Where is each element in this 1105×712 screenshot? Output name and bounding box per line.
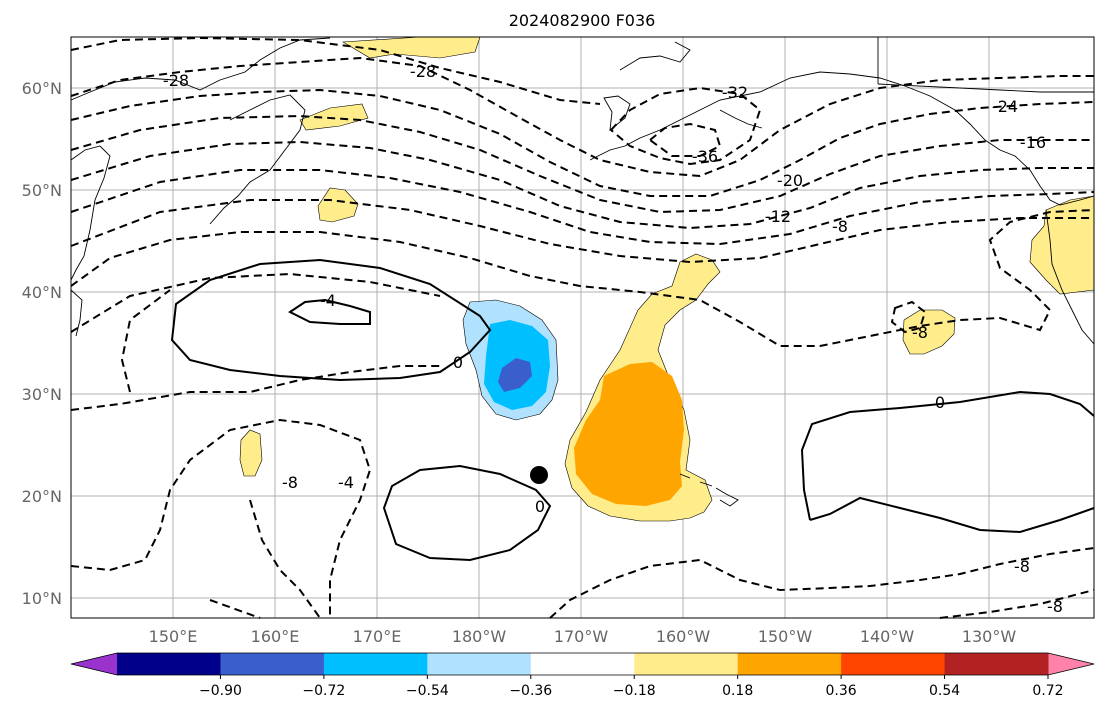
contour-label: -32 — [722, 83, 748, 102]
map-title: 2024082900 F036 — [509, 11, 656, 30]
contour-line — [70, 114, 1094, 214]
colorbar-tick-label: 0.72 — [1032, 683, 1063, 699]
lon-label: 160°E — [251, 627, 300, 646]
lat-label: 30°N — [22, 385, 62, 404]
contour-line — [70, 56, 1094, 178]
contour-line — [70, 272, 441, 333]
contour-line — [249, 499, 321, 619]
shaded-anomalies — [239, 36, 1095, 522]
colorbar-tick-label: −0.36 — [509, 683, 552, 699]
lat-label: 40°N — [22, 283, 62, 302]
positive-anomaly-light — [239, 429, 263, 477]
storm-position-marker — [530, 466, 548, 484]
lon-label: 170°E — [353, 627, 402, 646]
contour-label: -4 — [338, 473, 354, 492]
colorbar-segment — [530, 653, 635, 675]
contour-label: -8 — [1014, 557, 1030, 576]
map-panel: -28 -28 -32 -36 -24 -16 -20 -12 -8 -4 0 … — [70, 36, 1095, 619]
colorbar-segment — [323, 653, 428, 675]
lon-label: 160°W — [656, 627, 711, 646]
colorbar-tick-label: −0.18 — [613, 683, 656, 699]
contour-line — [800, 390, 1095, 521]
contour-label: 0 — [535, 497, 545, 516]
contour-label: -8 — [1047, 597, 1063, 616]
colorbar-extend-right — [1048, 653, 1094, 675]
positive-anomaly-mid — [574, 362, 684, 506]
colorbar-tick-label: 0.54 — [929, 683, 960, 699]
contour-line — [549, 547, 1095, 619]
zero-contours — [170, 258, 1095, 562]
lon-label: 140°W — [860, 627, 915, 646]
lon-label: 180°W — [452, 627, 507, 646]
contour-label: -16 — [1020, 133, 1046, 152]
positive-anomaly-light — [902, 309, 956, 355]
colorbar-segment — [737, 653, 842, 675]
contour-label: -12 — [765, 207, 791, 226]
colorbar-segments — [117, 653, 1049, 675]
contour-line — [809, 496, 1095, 534]
contour-line — [288, 298, 371, 325]
contour-label: 0 — [453, 353, 463, 372]
contour-label: -20 — [777, 171, 803, 190]
positive-anomaly-light — [299, 103, 369, 131]
contour-labels: -28 -28 -32 -36 -24 -16 -20 -12 -8 -4 0 … — [163, 62, 1063, 616]
colorbar-segment — [634, 653, 739, 675]
contour-line — [890, 300, 927, 334]
contour-label: -36 — [692, 147, 718, 166]
lon-label: 150°E — [149, 627, 198, 646]
colorbar-segment — [841, 653, 946, 675]
contour-label: -28 — [410, 62, 436, 81]
contour-label: -8 — [832, 217, 848, 236]
lat-label: 20°N — [22, 487, 62, 506]
contour-line — [382, 464, 552, 562]
colorbar-tick-label: 0.36 — [826, 683, 857, 699]
positive-anomaly-light — [1029, 195, 1095, 295]
colorbar-tick-label: −0.90 — [199, 683, 242, 699]
contour-line — [209, 599, 261, 619]
colorbar-tick-label: −0.72 — [302, 683, 345, 699]
contour-line — [70, 209, 1095, 347]
contour-label: -8 — [282, 473, 298, 492]
contour-label: -28 — [163, 71, 189, 90]
negative-anomaly-dark — [498, 358, 532, 392]
contour-line — [648, 122, 722, 157]
contour-line — [70, 169, 1095, 246]
colorbar-segment — [944, 653, 1049, 675]
lat-label: 10°N — [22, 589, 62, 608]
colorbar-outline — [70, 652, 1095, 676]
contour-line — [120, 289, 171, 393]
positive-anomaly-light — [317, 187, 359, 223]
contour-label: -8 — [912, 323, 928, 342]
contour-label: 0 — [935, 393, 945, 412]
colorbar-extend-left — [71, 653, 117, 675]
contour-line — [609, 86, 762, 166]
colorbar-segment — [117, 653, 221, 675]
coastlines — [70, 37, 1095, 507]
contour-line — [70, 140, 1094, 230]
latitude-labels: 60°N 50°N 40°N 30°N 20°N 10°N — [22, 79, 62, 608]
contour-line — [70, 199, 1094, 264]
lon-label: 150°W — [758, 627, 813, 646]
colorbar-ticks: −0.90 −0.72 −0.54 −0.36 −0.18 0.18 0.36 0.54 0.7… — [199, 675, 1064, 699]
contour-label: -24 — [992, 97, 1018, 116]
colorbar-tick-label: 0.18 — [722, 683, 753, 699]
colorbar-segment — [220, 653, 325, 675]
contour-label: -4 — [320, 291, 336, 310]
lon-label: 170°W — [554, 627, 609, 646]
colorbar-tick-label: −0.54 — [406, 683, 449, 699]
colorbar: −0.90 −0.72 −0.54 −0.36 −0.18 0.18 0.36 0.54 0.7… — [70, 652, 1095, 699]
lon-label: 130°W — [962, 627, 1017, 646]
negative-contours — [70, 36, 1095, 619]
map-frame — [70, 36, 1095, 619]
colorbar-segment — [427, 653, 532, 675]
lat-label: 60°N — [22, 79, 62, 98]
longitude-labels: 150°E 160°E 170°E 180°W 170°W 160°W 150°… — [149, 627, 1017, 646]
contour-line — [70, 418, 372, 618]
contour-line — [170, 258, 492, 382]
lat-label: 50°N — [22, 181, 62, 200]
contour-line — [70, 88, 1095, 197]
